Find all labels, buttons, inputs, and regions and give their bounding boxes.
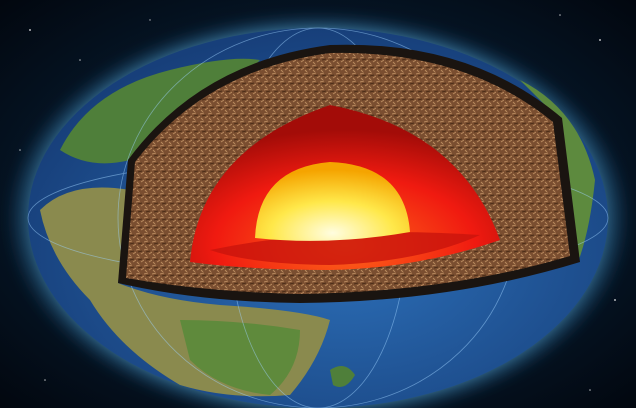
inner-core bbox=[255, 162, 410, 241]
stars bbox=[19, 14, 616, 391]
outer-core-floor bbox=[210, 232, 480, 265]
